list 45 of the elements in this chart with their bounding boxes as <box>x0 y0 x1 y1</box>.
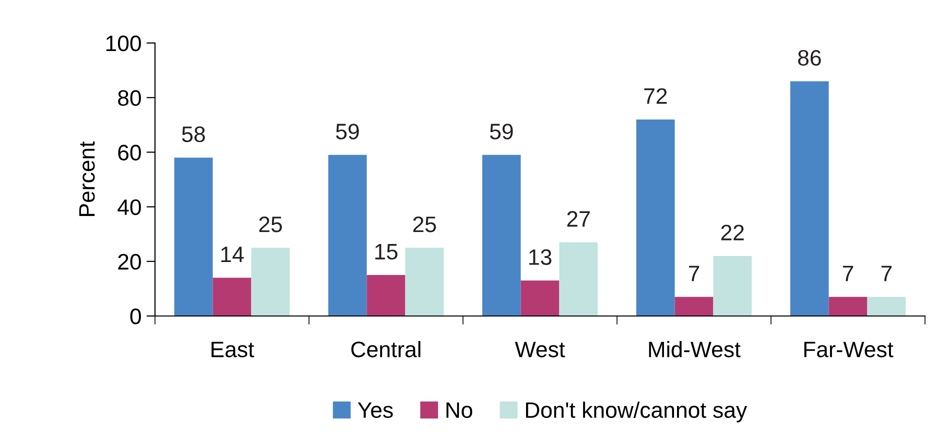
data-label: 25 <box>259 216 282 232</box>
legend-label: No <box>446 402 472 418</box>
y-tick-label: 20 <box>118 254 141 270</box>
data-label: 7 <box>881 266 892 282</box>
x-tick-label: Far-West <box>804 342 894 358</box>
bar <box>559 242 598 316</box>
y-tick-label: 60 <box>118 144 141 160</box>
data-label: 59 <box>336 124 359 140</box>
data-label: 58 <box>182 126 205 142</box>
y-tick-label: 0 <box>130 308 141 324</box>
x-tick-label: Mid-West <box>649 341 741 358</box>
bar <box>405 248 444 316</box>
data-label: 25 <box>413 216 436 232</box>
bar <box>328 154 367 316</box>
y-axis-title: Percent <box>79 141 95 216</box>
x-tick-label: West <box>514 342 565 358</box>
bar <box>790 81 829 316</box>
data-label: 7 <box>688 266 700 282</box>
bar <box>828 296 868 316</box>
bar <box>867 296 906 316</box>
bar <box>674 296 714 316</box>
bar <box>174 158 213 316</box>
bar <box>366 275 406 316</box>
legend-label: Don't know/cannot say <box>526 402 748 422</box>
data-label: 72 <box>644 88 667 104</box>
bar <box>636 119 675 316</box>
y-tick-label: 80 <box>118 90 141 106</box>
data-label: 22 <box>721 224 744 240</box>
y-tick-label: 40 <box>118 199 141 216</box>
data-label: 27 <box>567 211 590 227</box>
bar <box>251 248 290 316</box>
bar <box>713 256 752 316</box>
bar <box>520 280 560 316</box>
y-tick-label: 100 <box>106 36 141 52</box>
data-label: 14 <box>221 246 244 262</box>
x-tick-label: East <box>212 342 254 358</box>
bar <box>482 154 521 316</box>
data-label: 15 <box>375 244 398 260</box>
bar <box>212 278 252 316</box>
data-label: 86 <box>798 50 821 66</box>
x-tick-label: Central <box>351 341 420 358</box>
data-label: 59 <box>490 124 513 140</box>
data-label: 13 <box>529 249 552 266</box>
data-label: 7 <box>842 266 854 282</box>
legend-label: Yes <box>358 402 393 418</box>
